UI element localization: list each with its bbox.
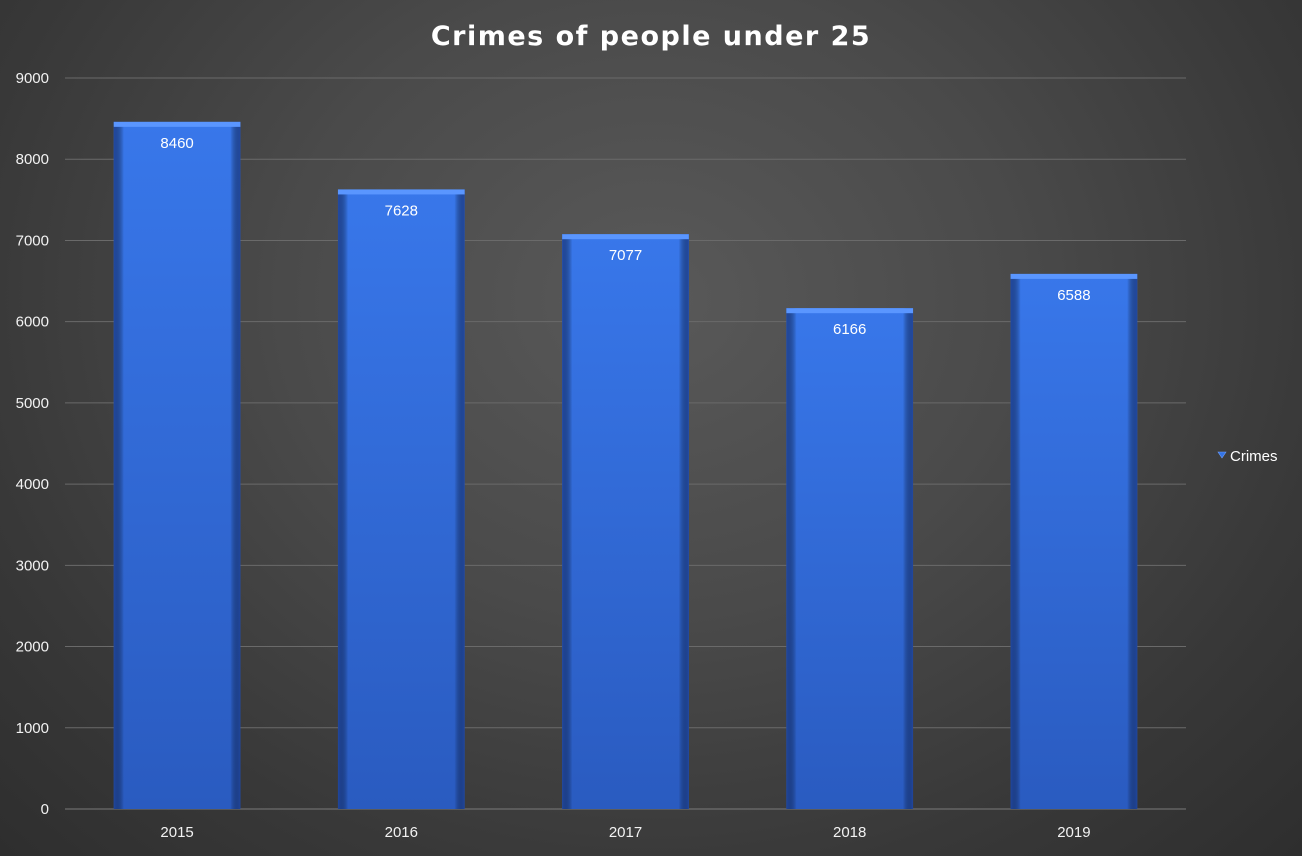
y-tick-label: 9000 <box>16 70 49 87</box>
bar-edge-shade <box>1010 273 1138 810</box>
x-tick-label: 2018 <box>833 824 866 841</box>
data-label: 6588 <box>1057 287 1090 304</box>
y-tick-label: 6000 <box>16 314 49 331</box>
bar-top-bevel <box>337 189 465 195</box>
bar-group: 6166 <box>786 308 914 809</box>
x-tick-label: 2015 <box>160 824 193 841</box>
y-tick-label: 2000 <box>16 639 49 656</box>
x-tick-label: 2016 <box>385 824 418 841</box>
bar-top-bevel <box>562 234 689 240</box>
x-tick-label: 2019 <box>1057 824 1090 841</box>
x-tick-label: 2017 <box>609 824 642 841</box>
legend-swatch <box>1217 451 1227 459</box>
y-tick-label: 8000 <box>16 151 49 168</box>
bar-edge-shade <box>113 121 241 810</box>
data-label: 7077 <box>609 247 642 264</box>
data-label: 8460 <box>160 135 193 152</box>
chart-title: Crimes of people under 25 <box>431 21 871 52</box>
y-tick-label: 1000 <box>16 720 49 737</box>
bar-group: 8460 <box>113 121 241 810</box>
y-axis: 0 1000 2000 3000 4000 5000 6000 7000 8000 9000 <box>16 70 49 818</box>
y-tick-label: 7000 <box>16 232 49 249</box>
bar-group: 7628 <box>337 189 465 809</box>
bar-top-bevel <box>113 121 241 127</box>
bar-edge-shade <box>562 234 689 810</box>
data-label: 6166 <box>833 321 866 338</box>
legend: Crimes <box>1217 448 1278 465</box>
y-tick-label: 5000 <box>16 395 49 412</box>
bar-top-bevel <box>1010 273 1138 279</box>
bar-group: 6588 <box>1010 273 1138 810</box>
legend-label: Crimes <box>1230 448 1278 465</box>
x-axis: 2015 2016 2017 2018 2019 <box>160 824 1090 841</box>
bars: 8460 7628 7077 6166 6588 <box>113 121 1138 810</box>
bar-edge-shade <box>337 189 465 809</box>
data-label: 7628 <box>385 202 418 219</box>
y-tick-label: 3000 <box>16 557 49 574</box>
bar-edge-shade <box>786 308 914 809</box>
bar-top-bevel <box>786 308 914 314</box>
y-tick-label: 4000 <box>16 476 49 493</box>
y-tick-label: 0 <box>41 801 49 818</box>
bar-group: 7077 <box>562 234 689 810</box>
